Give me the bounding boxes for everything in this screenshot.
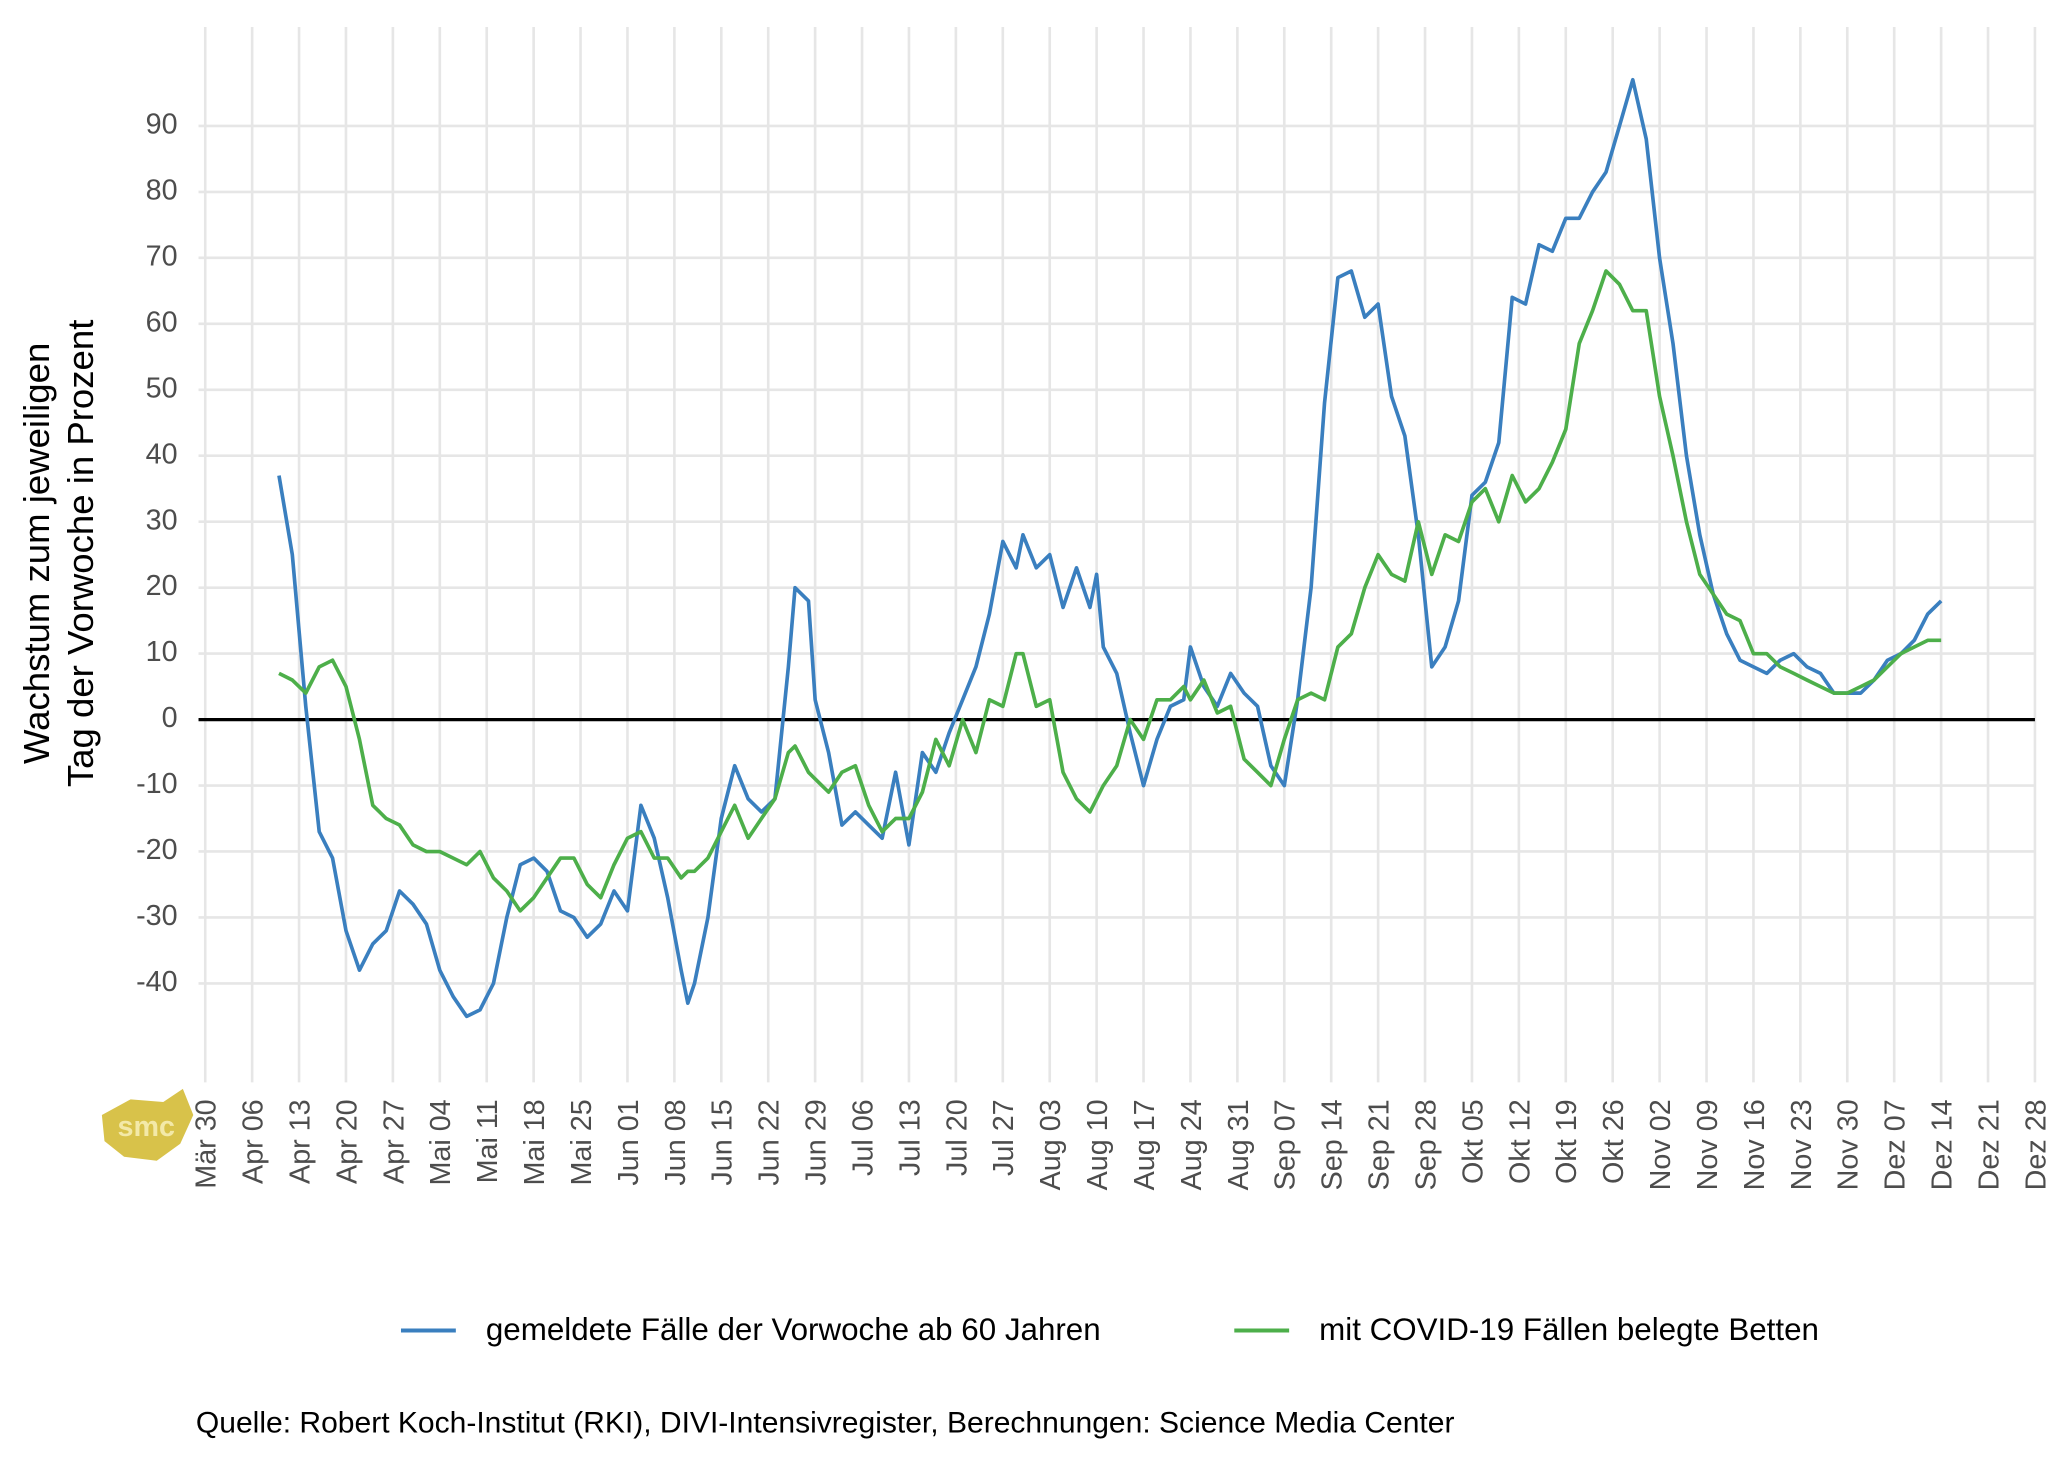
y-tick-label: 40	[146, 438, 178, 470]
x-tick-label: Aug 17	[1129, 1099, 1161, 1190]
x-tick-label: Mai 25	[566, 1099, 598, 1185]
x-tick-label: Jul 27	[988, 1099, 1020, 1176]
grid	[198, 27, 2037, 1083]
caption: Quelle: Robert Koch-Institut (RKI), DIVI…	[196, 1406, 1455, 1439]
logo: smc	[101, 1088, 194, 1161]
y-tick-label: 60	[146, 306, 178, 338]
x-tick-label: Sep 21	[1364, 1099, 1396, 1190]
x-tick-label: Sep 07	[1270, 1099, 1302, 1190]
y-tick-label: 0	[162, 702, 178, 734]
data-line	[277, 77, 1943, 1019]
x-tick-label: Jun 29	[801, 1099, 833, 1185]
legend-label: gemeldete Fälle der Vorwoche ab 60 Jahre…	[486, 1312, 1101, 1347]
x-tick-label: Dez 28	[2020, 1099, 2048, 1190]
y-tick-label: 80	[146, 174, 178, 206]
y-tick-label: 70	[146, 240, 178, 272]
x-tick-label: Dez 07	[1880, 1099, 1912, 1190]
y-axis-title: Tag der Vorwoche in Prozent	[60, 320, 101, 787]
x-tick-label: Dez 21	[1973, 1099, 2005, 1190]
x-tick-label: Jul 06	[847, 1099, 879, 1176]
marks	[198, 77, 2035, 1019]
x-tick-label: Apr 27	[378, 1099, 410, 1184]
y-tick-label: -40	[136, 966, 178, 998]
y-axis-title: Wachstum zum jeweiligen	[16, 343, 57, 764]
x-tick-label: Jul 13	[894, 1099, 926, 1176]
logo-shape	[101, 1088, 194, 1161]
x-tick-label: Jun 15	[707, 1099, 739, 1185]
x-tick-label: Nov 09	[1692, 1099, 1724, 1190]
x-tick-label: Aug 31	[1223, 1099, 1255, 1190]
x-tick-label: Nov 23	[1786, 1099, 1818, 1190]
x-tick-label: Sep 28	[1410, 1099, 1442, 1190]
x-tick-label: Apr 13	[285, 1099, 317, 1184]
x-tick-label: Jun 08	[660, 1099, 692, 1185]
x-tick-label: Mär 30	[191, 1099, 223, 1188]
x-tick-label: Jun 01	[613, 1099, 645, 1185]
x-tick-label: Okt 05	[1457, 1099, 1489, 1184]
x-tick-label: Okt 19	[1551, 1099, 1583, 1184]
x-tick-label: Aug 03	[1035, 1099, 1067, 1190]
x-tick-label: Apr 06	[238, 1099, 270, 1184]
legend: gemeldete Fälle der Vorwoche ab 60 Jahre…	[400, 1312, 1819, 1347]
x-tick-label: Mai 18	[519, 1099, 551, 1185]
legend-label: mit COVID-19 Fällen belegte Betten	[1319, 1312, 1819, 1347]
y-tick-label: -10	[136, 768, 178, 800]
x-tick-label: Okt 12	[1504, 1099, 1536, 1184]
x-tick-label: Sep 14	[1317, 1099, 1349, 1190]
data-line	[278, 269, 1942, 913]
x-tick-label: Nov 02	[1645, 1099, 1677, 1190]
x-tick-label: Mai 04	[425, 1099, 457, 1185]
x-tick-label: Dez 14	[1927, 1099, 1959, 1190]
y-tick-label: 90	[146, 109, 178, 141]
x-tick-label: Jun 22	[754, 1099, 786, 1185]
x-tick-label: Nov 16	[1739, 1099, 1771, 1190]
x-tick-label: Okt 26	[1598, 1099, 1630, 1184]
x-tick-label: Aug 24	[1176, 1099, 1208, 1190]
y-tick-label: 10	[146, 636, 178, 668]
y-tick-label: -20	[136, 834, 178, 866]
y-tick-label: 50	[146, 372, 178, 404]
x-tick-label: Nov 30	[1833, 1099, 1865, 1190]
x-tick-label: Jul 20	[941, 1099, 973, 1176]
x-tick-label: Mai 11	[472, 1099, 504, 1183]
y-tick-label: -30	[136, 900, 178, 932]
y-tick-label: 30	[146, 504, 178, 536]
logo-text: smc	[118, 1111, 176, 1143]
y-tick-label: 20	[146, 570, 178, 602]
x-tick-label: Apr 20	[331, 1099, 363, 1184]
x-tick-label: Aug 10	[1082, 1099, 1114, 1190]
